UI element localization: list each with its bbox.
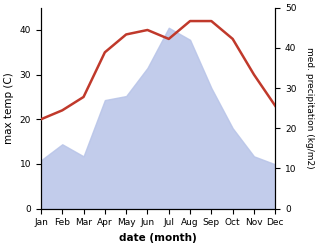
Y-axis label: med. precipitation (kg/m2): med. precipitation (kg/m2) — [305, 47, 314, 169]
X-axis label: date (month): date (month) — [119, 233, 197, 243]
Y-axis label: max temp (C): max temp (C) — [4, 72, 14, 144]
